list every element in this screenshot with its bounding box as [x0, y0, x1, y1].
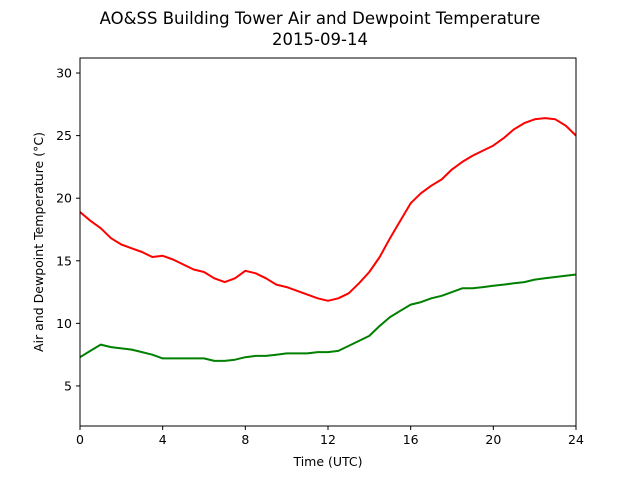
- y-tick-label: 5: [64, 378, 72, 393]
- series-line-1: [79, 273, 577, 362]
- x-axis-label: Time (UTC): [292, 454, 362, 469]
- x-tick-label: 8: [241, 432, 249, 447]
- x-tick-label: 20: [485, 432, 501, 447]
- x-tick-label: 16: [403, 432, 419, 447]
- chart-subtitle: 2015-09-14: [272, 30, 368, 49]
- y-tick-label: 20: [56, 191, 72, 206]
- y-axis-label: Air and Dewpoint Temperature (°C): [31, 132, 46, 352]
- series-line-0: [79, 117, 577, 302]
- x-tick-label: 24: [568, 432, 584, 447]
- y-axis-ticks: 5 10 15 20 25 30: [56, 66, 80, 393]
- y-tick-label: 30: [56, 66, 72, 81]
- plot-lines: [79, 117, 577, 362]
- y-tick-label: 25: [56, 128, 72, 143]
- plot-frame: [79, 57, 577, 427]
- x-tick-label: 0: [76, 432, 84, 447]
- x-tick-label: 12: [320, 432, 336, 447]
- y-tick-label: 10: [56, 316, 72, 331]
- y-tick-label: 15: [56, 253, 72, 268]
- x-axis-ticks: 0 4 8 12 16 20 24: [76, 426, 584, 447]
- chart-title: AO&SS Building Tower Air and Dewpoint Te…: [100, 9, 541, 28]
- x-tick-label: 4: [159, 432, 167, 447]
